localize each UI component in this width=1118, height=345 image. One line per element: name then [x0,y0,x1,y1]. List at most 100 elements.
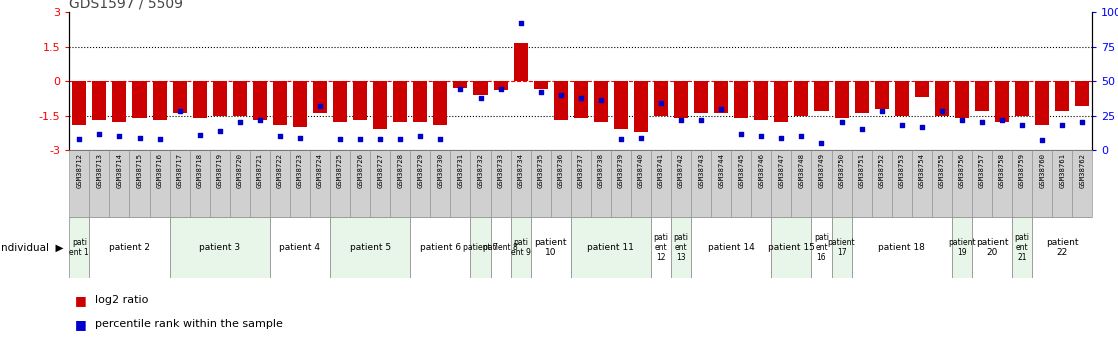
Point [1033,138,1051,143]
Text: GSM38736: GSM38736 [558,154,563,188]
Text: GSM38751: GSM38751 [859,154,864,188]
Bar [671,217,691,278]
Bar [671,150,691,217]
Bar [310,150,330,217]
Bar [852,150,872,217]
Bar [651,150,671,217]
Bar [113,81,126,122]
Text: ■: ■ [75,294,87,307]
Text: GSM38762: GSM38762 [1079,154,1086,188]
Text: GSM38753: GSM38753 [899,154,904,188]
Bar [951,150,972,217]
Text: GSM38759: GSM38759 [1020,154,1025,188]
Point [793,134,811,139]
Bar [531,150,551,217]
Bar [812,150,832,217]
Bar [915,81,929,97]
Text: GSM38760: GSM38760 [1039,154,1045,188]
Bar [454,81,467,88]
Bar [410,217,471,278]
Text: GSM38756: GSM38756 [959,154,965,188]
Text: GSM38737: GSM38737 [578,154,584,188]
Bar [674,81,688,118]
Bar [735,81,748,118]
Bar [290,150,310,217]
Text: ■: ■ [75,318,87,331]
Bar [892,150,912,217]
Bar [812,217,832,278]
Bar [775,81,788,122]
Bar [370,150,390,217]
Bar [751,150,771,217]
Bar [571,150,590,217]
Point [311,103,329,109]
Point [893,122,911,128]
Text: GSM38728: GSM38728 [397,154,404,188]
Text: patient
22: patient 22 [1046,238,1079,257]
Point [752,134,770,139]
Text: GSM38752: GSM38752 [879,154,884,188]
Text: GSM38718: GSM38718 [197,154,202,188]
Point [191,132,209,138]
Point [351,136,369,142]
Bar [834,81,849,118]
Bar [631,150,651,217]
Text: GSM38758: GSM38758 [999,154,1005,188]
Bar [694,81,708,113]
Bar [152,81,167,120]
Point [973,120,991,125]
Bar [471,150,491,217]
Bar [610,150,631,217]
Text: GSM38755: GSM38755 [939,154,945,188]
Point [993,117,1011,122]
Point [91,131,108,136]
Bar [1072,150,1092,217]
Bar [1076,81,1089,106]
Bar [792,150,812,217]
Point [411,134,429,139]
Bar [491,150,511,217]
Text: patient 15: patient 15 [768,243,815,252]
Text: patient
19: patient 19 [948,238,976,257]
Bar [571,217,651,278]
Text: GSM38724: GSM38724 [318,154,323,188]
Bar [574,81,588,118]
Bar [390,150,410,217]
Text: GSM38735: GSM38735 [538,154,543,188]
Text: GSM38732: GSM38732 [477,154,483,188]
Text: GSM38754: GSM38754 [919,154,925,188]
Bar [731,150,751,217]
Text: GSM38719: GSM38719 [217,154,222,188]
Bar [634,81,648,132]
Text: GSM38739: GSM38739 [618,154,624,188]
Text: GSM38750: GSM38750 [838,154,844,188]
Bar [551,150,571,217]
Point [492,87,510,92]
Bar [590,150,610,217]
Bar [975,81,989,111]
Text: GSM38731: GSM38731 [457,154,464,188]
Text: patient
10: patient 10 [534,238,567,257]
Point [672,117,690,122]
Bar [1055,81,1069,111]
Bar [414,81,427,122]
Point [131,135,149,140]
Bar [249,150,269,217]
Text: GSM38744: GSM38744 [718,154,724,188]
Bar [511,217,531,278]
Bar [192,81,207,118]
Bar [1012,150,1032,217]
Text: patient 3: patient 3 [199,243,240,252]
Text: GSM38734: GSM38734 [518,154,523,188]
Bar [373,81,387,129]
Bar [874,81,889,109]
Bar [955,81,969,118]
Bar [771,217,812,278]
Text: GSM38722: GSM38722 [277,154,283,188]
Bar [293,81,307,127]
Point [1073,120,1091,125]
Point [953,117,970,122]
Bar [269,217,330,278]
Bar [533,81,548,89]
Bar [170,150,190,217]
